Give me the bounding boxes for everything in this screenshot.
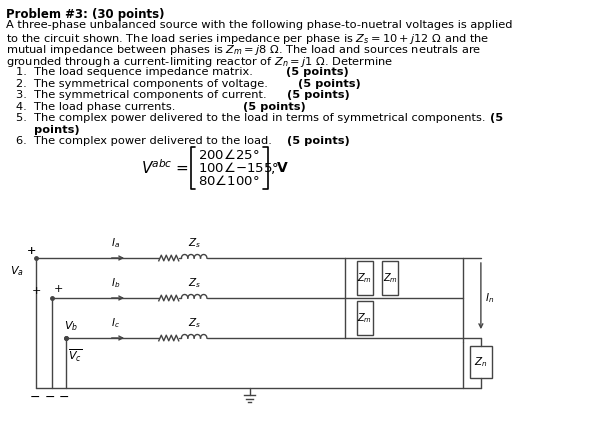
- Text: +: +: [27, 246, 37, 256]
- Text: V: V: [277, 161, 287, 175]
- Text: (5: (5: [490, 113, 503, 123]
- Text: to the circuit shown. The load series impedance per phase is $Z_s = 10 + j12\ \O: to the circuit shown. The load series im…: [6, 32, 490, 45]
- Text: +: +: [27, 246, 37, 256]
- Text: −: −: [30, 391, 40, 404]
- Text: 4.  The load phase currents.: 4. The load phase currents.: [17, 102, 179, 111]
- Bar: [470, 346, 492, 378]
- Text: $Z_s$: $Z_s$: [188, 276, 201, 290]
- Text: mutual impedance between phases is $Z_m = j8\ \Omega$. The load and sources neut: mutual impedance between phases is $Z_m …: [6, 43, 481, 57]
- Text: Problem #3: (30 points): Problem #3: (30 points): [6, 8, 165, 21]
- Text: $I_c$: $I_c$: [111, 316, 120, 330]
- Text: $V_b$: $V_b$: [64, 319, 78, 333]
- Text: ,: ,: [271, 161, 280, 175]
- Text: +: +: [32, 286, 41, 296]
- Text: $80\angle100°$: $80\angle100°$: [198, 174, 259, 188]
- Text: +: +: [54, 284, 63, 294]
- Text: −: −: [45, 391, 55, 404]
- Text: $Z_m$: $Z_m$: [357, 271, 372, 285]
- Text: A three-phase unbalanced source with the following phase-to-nuetral voltages is : A three-phase unbalanced source with the…: [6, 20, 513, 30]
- Text: $Z_s$: $Z_s$: [188, 316, 201, 330]
- Text: $Z_m$: $Z_m$: [383, 271, 398, 285]
- Text: $\overline{V_c}$: $\overline{V_c}$: [68, 348, 82, 364]
- Bar: [356, 301, 373, 335]
- Bar: [356, 261, 373, 295]
- Text: 1.  The load sequence impedance matrix.: 1. The load sequence impedance matrix.: [17, 67, 257, 77]
- Text: $\mathbf{\mathit{V}}^{abc}$: $\mathbf{\mathit{V}}^{abc}$: [140, 159, 172, 177]
- Text: =: =: [175, 161, 188, 176]
- Text: 6.  The complex power delivered to the load.: 6. The complex power delivered to the lo…: [17, 136, 276, 146]
- Text: grounded through a current-limiting reactor of $Z_n = j1\ \Omega$. Determine: grounded through a current-limiting reac…: [6, 55, 394, 69]
- Text: 2.  The symmetrical components of voltage.: 2. The symmetrical components of voltage…: [17, 78, 272, 88]
- Bar: [382, 261, 398, 295]
- Text: (5 points): (5 points): [287, 90, 349, 100]
- Text: $Z_n$: $Z_n$: [474, 355, 487, 369]
- Text: $100\angle{-155°}$: $100\angle{-155°}$: [198, 161, 278, 175]
- Text: $V_a$: $V_a$: [10, 264, 24, 278]
- Text: $Z_s$: $Z_s$: [188, 236, 201, 250]
- Text: (5 points): (5 points): [287, 136, 349, 146]
- Text: −: −: [59, 391, 70, 404]
- Text: 3.  The symmetrical components of current.: 3. The symmetrical components of current…: [17, 90, 271, 100]
- Text: $I_b$: $I_b$: [110, 276, 120, 290]
- Text: points): points): [34, 125, 80, 135]
- Text: 5.  The complex power delivered to the load in terms of symmetrical components.: 5. The complex power delivered to the lo…: [17, 113, 490, 123]
- Text: $I_n$: $I_n$: [486, 291, 494, 305]
- Text: (5 points): (5 points): [243, 102, 306, 111]
- Text: $I_a$: $I_a$: [111, 236, 120, 250]
- Text: $Z_m$: $Z_m$: [357, 311, 372, 325]
- Text: (5 points): (5 points): [297, 78, 360, 88]
- Text: $200\angle25°$: $200\angle25°$: [198, 148, 259, 162]
- Text: (5 points): (5 points): [286, 67, 349, 77]
